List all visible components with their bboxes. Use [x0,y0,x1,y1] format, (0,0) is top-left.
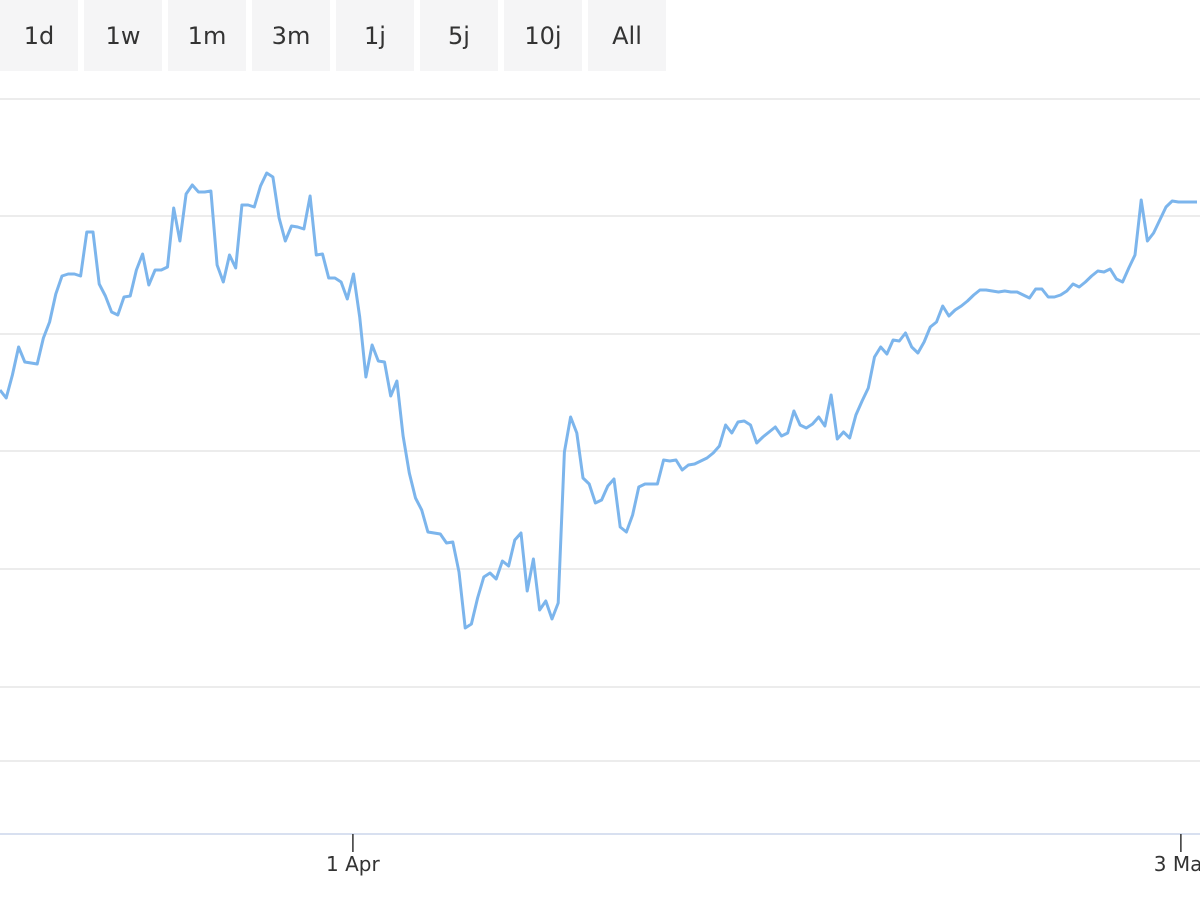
range-button[interactable]: 10j [504,0,582,71]
range-button[interactable]: 3m [252,0,330,71]
range-button[interactable]: 1j [336,0,414,71]
range-button[interactable]: 1d [0,0,78,71]
range-button[interactable]: 1w [84,0,162,71]
range-button[interactable]: All [588,0,666,71]
x-tick-label: 3 Mai [1154,852,1200,876]
range-button[interactable]: 1m [168,0,246,71]
price-line [0,171,1197,630]
range-button[interactable]: 5j [420,0,498,71]
x-tick-label: 1 Apr [326,852,380,876]
